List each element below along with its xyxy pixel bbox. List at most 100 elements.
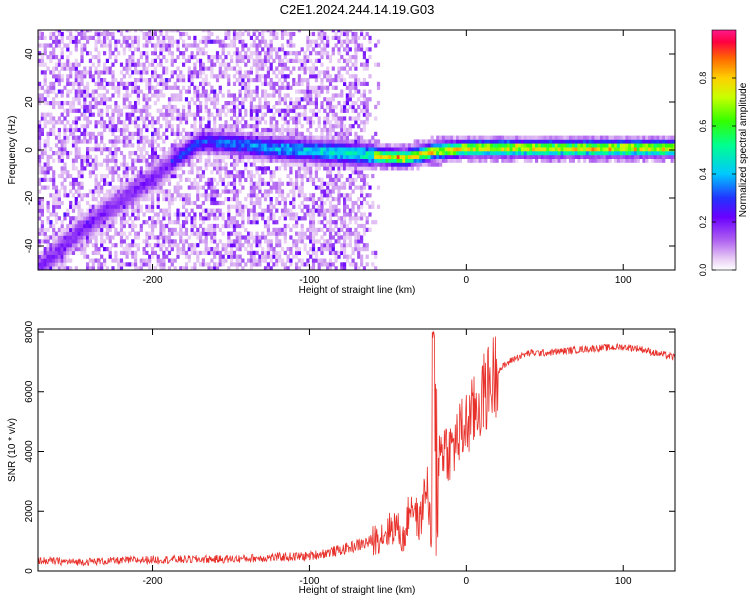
spectrogram-cell <box>266 220 270 225</box>
spectrogram-cell <box>97 62 101 67</box>
spectrogram-cell <box>297 174 301 179</box>
spectrogram-cell <box>360 47 364 52</box>
spectrogram-cell <box>269 151 273 156</box>
spectrogram-cell <box>165 58 169 63</box>
spectrogram-cell <box>215 189 220 194</box>
spectrogram-cell <box>368 162 372 167</box>
spectrogram-cell <box>86 200 90 206</box>
spectrogram-cell <box>252 97 256 102</box>
spectrogram-cell <box>125 43 129 48</box>
spectrogram-cell <box>80 231 84 236</box>
spectrogram-cell <box>436 147 440 152</box>
spectrogram-cell <box>94 154 98 159</box>
spectrogram-cell <box>179 51 183 56</box>
spectrogram-cell <box>269 85 273 90</box>
spectrogram-cell <box>173 258 177 263</box>
spectrogram-cell <box>362 231 366 236</box>
spectrogram-cell <box>241 216 245 221</box>
spectrogram-cell <box>162 158 166 163</box>
spectrogram-cell <box>447 143 451 148</box>
spectrogram-cell <box>187 212 191 217</box>
spectrogram-cell <box>71 177 76 182</box>
spectrogram-cell <box>295 143 299 148</box>
spectrogram-cell <box>249 66 253 71</box>
spectrogram-cell <box>221 51 225 56</box>
spectrogram-cell <box>498 147 502 152</box>
spectrogram-cell <box>235 197 239 202</box>
spectrogram-cell <box>441 154 446 159</box>
spectrogram-cell <box>94 208 98 213</box>
spectrogram-cell <box>60 170 64 175</box>
spectrogram-cell <box>348 116 352 121</box>
spectrogram-cell <box>224 223 228 229</box>
spectrogram-cell <box>193 154 197 159</box>
spectrogram-cell <box>213 177 217 182</box>
spectrogram-cell <box>148 254 152 259</box>
spectrogram-cell <box>49 235 53 240</box>
spectrogram-cell <box>83 131 87 136</box>
spectrogram-cell <box>247 135 251 140</box>
spectrogram-cell <box>218 108 222 113</box>
spectrogram-cell <box>46 254 50 259</box>
spectrogram-cell <box>481 154 485 159</box>
spectrogram-cell <box>244 239 248 244</box>
spectrogram-cell <box>232 51 237 56</box>
spectrogram-cell <box>108 127 112 133</box>
spectrogram-cell <box>38 58 42 63</box>
spectrogram-cell <box>337 120 341 125</box>
spectrogram-cell <box>362 51 366 56</box>
spectrogram-cell <box>173 197 177 202</box>
spectrogram-cell <box>165 239 169 244</box>
spectrogram-cell <box>283 227 287 232</box>
spectrogram-cell <box>71 247 76 252</box>
spectrogram-cell <box>232 174 237 179</box>
spectrogram-cell <box>509 139 513 144</box>
spectrogram-cell <box>362 81 366 86</box>
spectrogram-cell <box>196 170 200 175</box>
spectrogram-cell <box>303 204 307 209</box>
spectrogram-cell <box>354 212 358 217</box>
spectrogram-cell <box>337 162 341 167</box>
spectrogram-cell <box>182 78 186 83</box>
spectrogram-cell <box>297 30 301 33</box>
spectrogram-cell <box>337 166 341 171</box>
spectrogram-cell <box>297 162 301 167</box>
spectrogram-cell <box>444 154 448 159</box>
spectrogram-cell <box>54 243 59 248</box>
spectrogram-cell <box>176 162 180 167</box>
spectrogram-cell <box>165 235 169 240</box>
spectrogram-cell <box>311 262 316 267</box>
spectrogram-cell <box>360 174 364 179</box>
spectrogram-cell <box>40 266 44 270</box>
spectrogram-cell <box>343 216 347 221</box>
spectrogram-cell <box>227 66 231 71</box>
spectrogram-cell <box>300 143 304 148</box>
spectrogram-cell <box>255 124 259 129</box>
spectrogram-cell <box>241 266 245 270</box>
spectrogram-cell <box>311 258 316 263</box>
spectrogram-cell <box>467 139 471 144</box>
spectrogram-cell <box>142 193 146 198</box>
spectrogram-cell <box>179 162 183 167</box>
spectrogram-cell <box>374 143 378 148</box>
spectrogram-cell <box>393 158 397 163</box>
spectrogram-cell <box>261 35 265 40</box>
spectrogram-cell <box>286 135 290 140</box>
spectrogram-cell <box>57 154 61 159</box>
spectrogram-cell <box>504 135 508 140</box>
spectrogram-cell <box>543 158 547 163</box>
spectrogram-cell <box>263 120 268 125</box>
spectrogram-cell <box>376 185 381 190</box>
spectrogram-cell <box>306 139 310 144</box>
spectrogram-cell <box>227 151 231 156</box>
spectrogram-cell <box>105 227 109 232</box>
spectrogram-cell <box>111 70 115 75</box>
spectrogram-cell <box>125 254 129 259</box>
spectrogram-cell <box>122 74 126 79</box>
spectrogram-cell <box>365 162 369 167</box>
spectrogram-cell <box>136 127 140 133</box>
spectrogram-cell <box>354 200 358 206</box>
spectrogram-cell <box>145 31 149 37</box>
spectrogram-cell <box>43 239 47 244</box>
spectrogram-cell <box>261 62 265 67</box>
